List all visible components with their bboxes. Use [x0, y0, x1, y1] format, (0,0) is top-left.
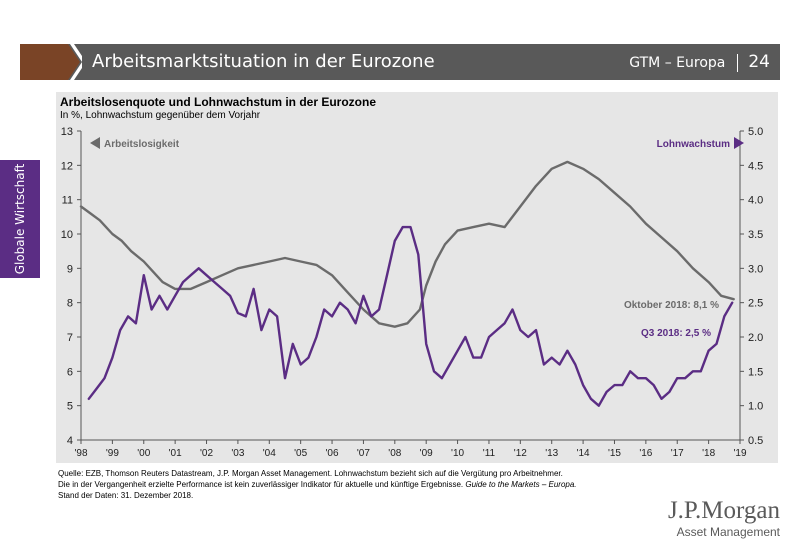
- y-right-tick-label: 2.0: [748, 332, 763, 344]
- x-tick-label: '12: [514, 448, 527, 459]
- x-tick-label: '07: [357, 448, 370, 459]
- y-right-tick-label: 2.5: [748, 298, 763, 310]
- footer-date: Stand der Daten: 31. Dezember 2018.: [58, 491, 194, 500]
- y-right-tick-label: 5.0: [748, 126, 763, 138]
- y-right-tick-label: 3.5: [748, 229, 763, 241]
- chart-subtitle: In %, Lohnwachstum gegenüber dem Vorjahr: [60, 110, 261, 121]
- x-tick-label: '17: [671, 448, 684, 459]
- legend-arrow-right-icon: [734, 137, 744, 149]
- x-tick-label: '06: [326, 448, 339, 459]
- chart-lines: [79, 160, 735, 407]
- y-left-tick-label: 8: [67, 298, 73, 310]
- page-number: 24: [748, 52, 770, 72]
- chart-panel: [56, 92, 778, 463]
- y-left-tick-label: 10: [61, 229, 73, 241]
- y-right-tick-label: 4.5: [748, 160, 763, 172]
- y-left-tick-label: 6: [67, 366, 73, 378]
- y-left-tick-label: 12: [61, 160, 73, 172]
- chart-axes: 4 5 6 7 8 9 10 11 12 13 0.5 1.0 1.5 2.0 2.5 3.0 3.5 4.0 4.…: [61, 126, 764, 459]
- chart-labels: Arbeitslosigkeit Lohnwachstum Oktober 2018…: [90, 137, 744, 339]
- y-right-tick-label: 1.0: [748, 401, 763, 413]
- slide-title: Arbeitsmarktsituation in der Eurozone: [92, 51, 435, 72]
- x-tick-label: '18: [702, 448, 715, 459]
- x-tick-label: '15: [608, 448, 621, 459]
- footer-guide-name: Guide to the Markets – Europa.: [465, 480, 577, 489]
- x-tick-label: '13: [545, 448, 558, 459]
- x-tick-label: '03: [231, 448, 244, 459]
- y-left-tick-label: 4: [67, 435, 73, 447]
- footer-disclaimer: Die in der Vergangenheit erzielte Perfor…: [58, 479, 577, 490]
- x-tick-label: '16: [639, 448, 652, 459]
- legend-arrow-left-icon: [90, 137, 100, 149]
- series-line-arbeitslosigkeit: [79, 160, 735, 328]
- x-tick-label: '02: [200, 448, 213, 459]
- x-tick-label: '14: [577, 448, 590, 459]
- y-left-tick-label: 9: [67, 263, 73, 275]
- y-left-tick-label: 7: [67, 332, 73, 344]
- slide-meta: GTM – Europa 24: [629, 44, 770, 80]
- annotation-lohnwachstum: Q3 2018: 2,5 %: [641, 328, 711, 339]
- x-tick-label: '00: [137, 448, 150, 459]
- logo-line2: Asset Management: [676, 525, 780, 539]
- x-tick-label: '19: [733, 448, 746, 459]
- brand-chevron-icon: [20, 44, 82, 80]
- legend-label-arbeitslosigkeit: Arbeitslosigkeit: [104, 139, 180, 150]
- y-right-tick-label: 4.0: [748, 195, 763, 207]
- brand-chevron-highlight: [70, 44, 82, 80]
- y-left-tick-label: 5: [67, 401, 73, 413]
- guide-label: GTM – Europa: [629, 55, 726, 71]
- annotation-arbeitslosigkeit: Oktober 2018: 8,1 %: [624, 300, 719, 311]
- x-tick-label: '05: [294, 448, 307, 459]
- footer-disclaimer-text: Die in der Vergangenheit erzielte Perfor…: [58, 480, 466, 489]
- x-tick-label: '99: [106, 448, 119, 459]
- footer: Quelle: EZB, Thomson Reuters Datastream,…: [58, 468, 577, 501]
- logo-line1: J.P.Morgan: [667, 497, 780, 524]
- y-left-tick-label: 13: [61, 126, 73, 138]
- x-tick-label: '10: [451, 448, 464, 459]
- y-left-tick-label: 11: [62, 195, 73, 207]
- x-tick-label: '98: [74, 448, 87, 459]
- x-tick-label: '08: [388, 448, 401, 459]
- y-right-tick-label: 3.0: [748, 263, 763, 275]
- meta-separator: [737, 54, 739, 72]
- footer-source: Quelle: EZB, Thomson Reuters Datastream,…: [58, 469, 563, 478]
- x-tick-label: '04: [263, 448, 276, 459]
- y-right-tick-label: 1.5: [748, 366, 763, 378]
- header-bar: Arbeitsmarktsituation in der Eurozone GT…: [20, 44, 780, 80]
- legend-label-lohnwachstum: Lohnwachstum: [657, 139, 730, 150]
- side-tab: Globale Wirtschaft: [0, 160, 40, 278]
- chart-title: Arbeitslosenquote und Lohnwachstum in de…: [60, 95, 377, 109]
- jpmorgan-logo: J.P.Morgan Asset Management: [668, 498, 780, 539]
- brand-chevron-shape: [20, 44, 80, 80]
- x-tick-label: '09: [420, 448, 433, 459]
- x-tick-label: '11: [483, 448, 496, 459]
- series-line-lohnwachstum: [87, 225, 734, 407]
- y-right-tick-label: 0.5: [748, 435, 763, 447]
- x-tick-label: '01: [169, 448, 182, 459]
